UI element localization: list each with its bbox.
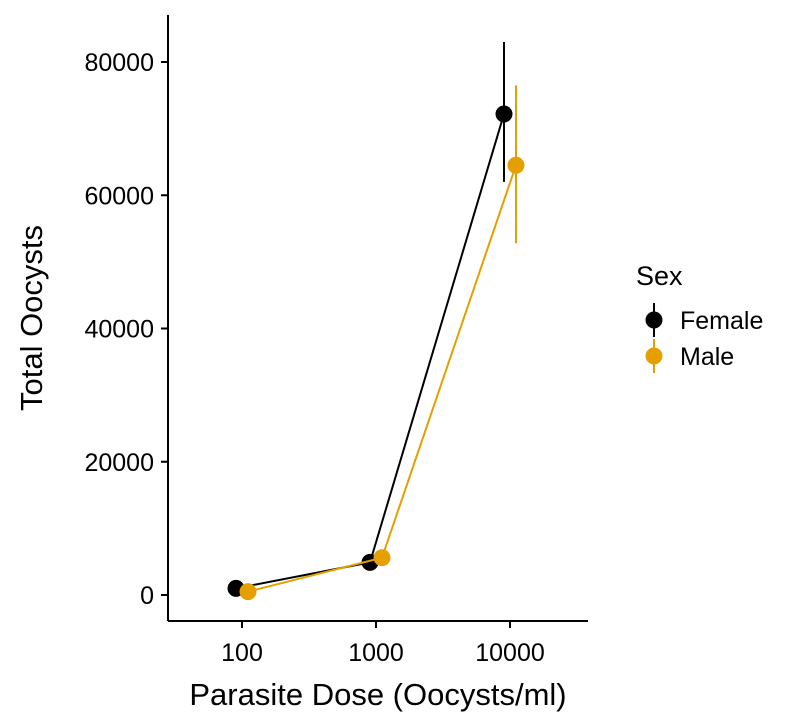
y-tick-label: 20000: [84, 449, 154, 477]
ticks-layer: 0 20000 40000 60000 80000 100 1000 10000: [84, 49, 544, 667]
y-axis-title: Total Oocysts: [14, 225, 49, 411]
series-line: [247, 164, 517, 593]
legend-item-female: Female: [645, 303, 763, 337]
data-point: [373, 549, 391, 567]
data-point: [507, 156, 525, 174]
x-tick-label: 100: [221, 639, 263, 667]
axes-layer: [167, 15, 588, 622]
x-axis-title: Parasite Dose (Oocysts/ml): [189, 677, 566, 712]
x-tick-label: 10000: [475, 639, 545, 667]
series-male: [239, 85, 525, 601]
y-tick-label: 0: [140, 582, 154, 610]
y-tick-label: 60000: [84, 182, 154, 210]
legend-label: Female: [680, 307, 763, 335]
data-point: [495, 105, 513, 123]
legend-item-male: Male: [645, 339, 734, 373]
series-layer: [227, 42, 525, 601]
series-line: [235, 113, 505, 590]
y-tick-label: 80000: [84, 49, 154, 77]
legend-title: Sex: [636, 261, 683, 291]
legend-label: Male: [680, 343, 734, 371]
legend-point-key: [645, 347, 663, 365]
data-point: [239, 583, 257, 601]
series-female: [227, 42, 513, 597]
x-tick-label: 1000: [348, 639, 404, 667]
legend: Sex Female Male: [636, 261, 763, 373]
y-tick-label: 40000: [84, 316, 154, 344]
legend-point-key: [645, 311, 663, 329]
